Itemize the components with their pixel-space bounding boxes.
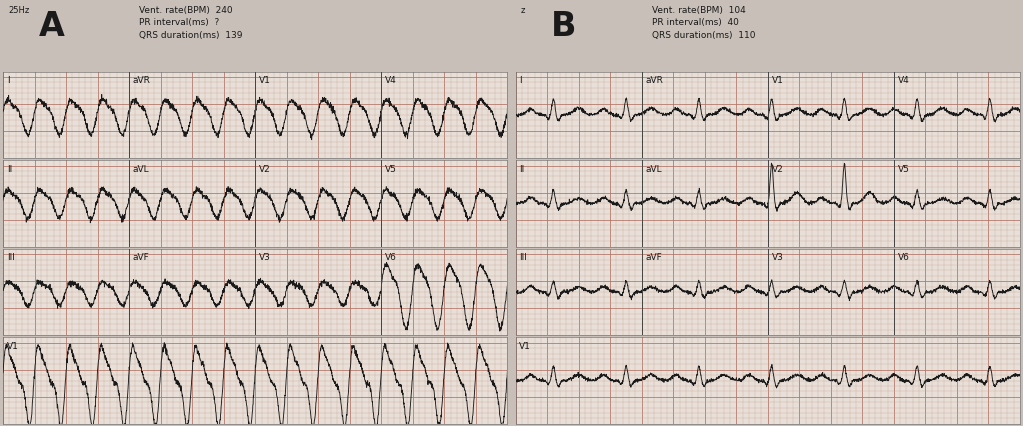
- Text: I: I: [520, 76, 522, 85]
- Text: B: B: [551, 9, 576, 43]
- Text: V5: V5: [385, 164, 397, 173]
- Text: aVF: aVF: [133, 253, 149, 262]
- Text: V3: V3: [771, 253, 784, 262]
- Text: V2: V2: [259, 164, 271, 173]
- Text: aVR: aVR: [133, 76, 150, 85]
- Text: V2: V2: [771, 164, 784, 173]
- Text: aVR: aVR: [646, 76, 663, 85]
- Text: V1: V1: [520, 341, 531, 350]
- Text: V6: V6: [385, 253, 397, 262]
- Text: II: II: [520, 164, 525, 173]
- Text: V5: V5: [897, 164, 909, 173]
- Text: III: III: [7, 253, 14, 262]
- Text: aVL: aVL: [133, 164, 149, 173]
- Text: V4: V4: [385, 76, 397, 85]
- Text: A: A: [39, 9, 64, 43]
- Text: 25Hz: 25Hz: [8, 6, 30, 14]
- Text: Vent. rate(BPM)  240
PR interval(ms)  ?
QRS duration(ms)  139: Vent. rate(BPM) 240 PR interval(ms) ? QR…: [139, 6, 242, 40]
- Text: II: II: [7, 164, 12, 173]
- Text: V3: V3: [259, 253, 271, 262]
- Text: z: z: [521, 6, 525, 14]
- Text: V1: V1: [771, 76, 784, 85]
- Text: I: I: [7, 76, 9, 85]
- Text: V6: V6: [897, 253, 909, 262]
- Text: Vent. rate(BPM)  104
PR interval(ms)  40
QRS duration(ms)  110: Vent. rate(BPM) 104 PR interval(ms) 40 Q…: [652, 6, 755, 40]
- Text: aVF: aVF: [646, 253, 662, 262]
- Text: III: III: [520, 253, 527, 262]
- Text: V1: V1: [7, 341, 18, 350]
- Text: aVL: aVL: [646, 164, 662, 173]
- Text: V1: V1: [259, 76, 271, 85]
- Text: V4: V4: [897, 76, 909, 85]
